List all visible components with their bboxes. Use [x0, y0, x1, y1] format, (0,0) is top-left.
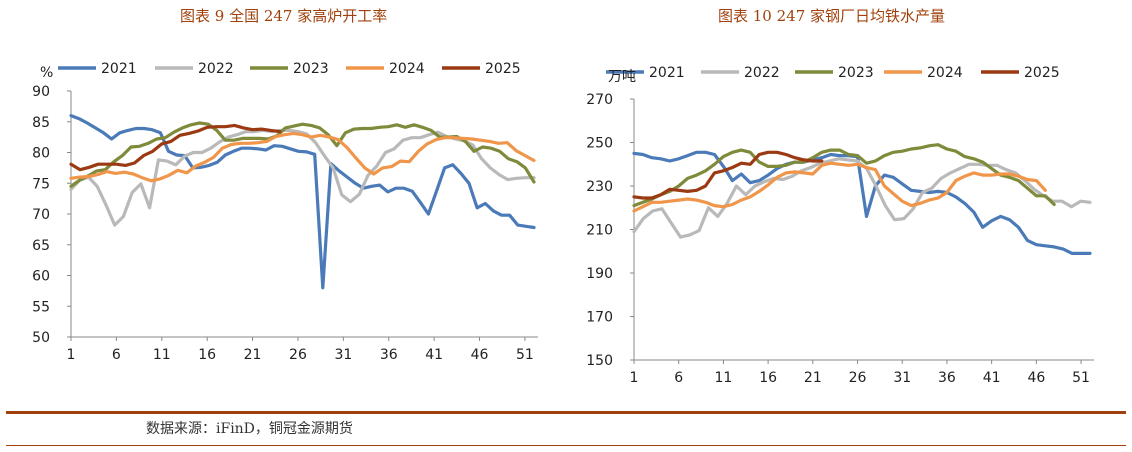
footer-divider-top — [6, 411, 1126, 414]
y-tick-label: 50 — [32, 330, 50, 346]
y-tick-label: 70 — [32, 207, 50, 223]
x-tick-label: 1 — [67, 347, 76, 363]
legend-label-2025: 2025 — [1024, 65, 1060, 81]
y-tick-label: 55 — [32, 299, 50, 315]
y-tick-label: 170 — [586, 310, 613, 326]
x-tick-label: 1 — [630, 370, 639, 386]
y-tick-label: 270 — [586, 92, 613, 108]
y-tick-label: 230 — [586, 179, 613, 195]
x-tick-label: 6 — [112, 347, 121, 363]
x-tick-label: 31 — [893, 370, 911, 386]
x-tick-label: 21 — [804, 370, 822, 386]
y-tick-label: 60 — [32, 269, 50, 285]
x-tick-label: 11 — [153, 347, 171, 363]
y-tick-label: 250 — [586, 136, 613, 152]
legend-label-2022: 2022 — [198, 61, 234, 77]
x-tick-label: 36 — [938, 370, 956, 386]
x-tick-label: 6 — [674, 370, 683, 386]
y-tick-label: 190 — [586, 266, 613, 282]
y-tick-label: 90 — [32, 84, 50, 100]
chart-title-blast-furnace-rate: 图表 9 全国 247 家高炉开工率 — [180, 7, 388, 25]
source-note: 数据来源：iFinD，铜冠金源期货 — [146, 421, 353, 437]
x-tick-label: 26 — [289, 347, 307, 363]
series-line-2024 — [69, 131, 536, 183]
legend-label-2024: 2024 — [927, 65, 963, 81]
legend-label-2021: 2021 — [101, 61, 137, 77]
x-tick-label: 26 — [849, 370, 867, 386]
x-tick-label: 46 — [1027, 370, 1045, 386]
x-tick-label: 36 — [380, 347, 398, 363]
legend-label-2023: 2023 — [838, 65, 874, 81]
legend-label-2024: 2024 — [389, 61, 425, 77]
legend-label-2023: 2023 — [293, 61, 329, 77]
series-line-2023 — [632, 143, 1056, 208]
y-tick-label: 150 — [586, 353, 613, 369]
series-line-2025 — [632, 150, 824, 200]
legend-label-2022: 2022 — [744, 65, 780, 81]
series-line-2021 — [632, 150, 1092, 255]
x-tick-label: 16 — [198, 347, 216, 363]
y-tick-label: 80 — [32, 146, 50, 162]
y-tick-label: 65 — [32, 238, 50, 254]
x-tick-label: 46 — [471, 347, 489, 363]
series-line-2025 — [69, 123, 282, 172]
y-unit-label: 万吨 — [608, 69, 636, 85]
y-tick-label: 85 — [32, 115, 50, 131]
series-line-2024 — [632, 161, 1047, 213]
x-tick-label: 16 — [759, 370, 777, 386]
chart-title-hot-metal-output: 图表 10 247 家钢厂日均铁水产量 — [718, 7, 946, 25]
series-line-2021 — [69, 113, 536, 290]
x-tick-label: 11 — [714, 370, 732, 386]
y-tick-label: 210 — [586, 223, 613, 239]
x-tick-label: 41 — [983, 370, 1001, 386]
y-unit-label: % — [40, 65, 53, 81]
legend-label-2021: 2021 — [649, 65, 685, 81]
y-tick-label: 75 — [32, 176, 50, 192]
footer-divider-bottom — [6, 445, 1126, 446]
legend-label-2025: 2025 — [485, 61, 521, 77]
x-tick-label: 51 — [516, 347, 534, 363]
x-tick-label: 21 — [244, 347, 262, 363]
x-tick-label: 41 — [425, 347, 443, 363]
x-tick-label: 31 — [334, 347, 352, 363]
x-tick-label: 51 — [1072, 370, 1090, 386]
